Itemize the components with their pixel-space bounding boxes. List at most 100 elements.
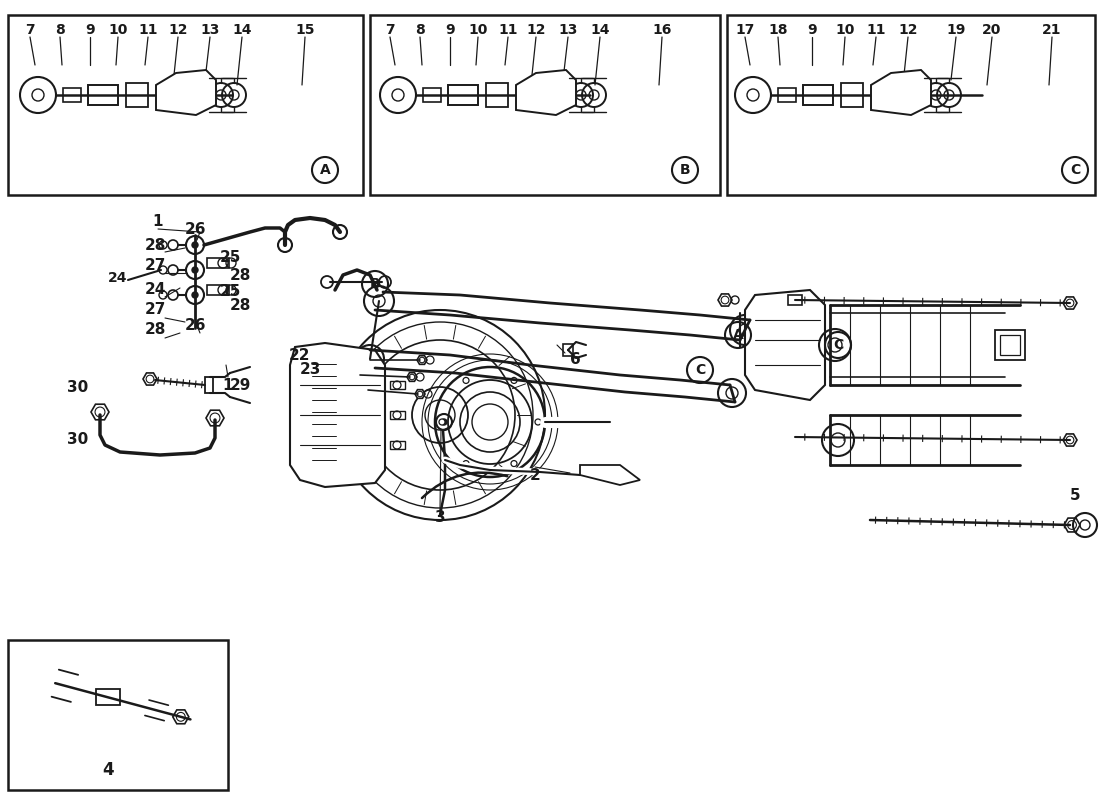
Text: 4: 4 [102,761,113,779]
Text: 9: 9 [446,23,454,37]
Polygon shape [156,70,216,115]
Text: 26: 26 [185,318,206,333]
Circle shape [160,266,167,274]
Text: 5: 5 [1069,487,1080,502]
Text: 9: 9 [807,23,817,37]
Text: 25: 25 [219,250,241,266]
Text: 30: 30 [67,433,89,447]
Circle shape [441,419,447,425]
Text: 23: 23 [299,362,321,378]
Text: 9: 9 [85,23,95,37]
Text: 14: 14 [591,23,609,37]
Circle shape [512,378,517,383]
Text: C: C [1070,163,1080,177]
Circle shape [278,238,292,252]
Text: 8: 8 [415,23,425,37]
Text: C: C [695,363,705,377]
Text: 26: 26 [185,222,206,238]
Polygon shape [718,294,732,306]
Text: 21: 21 [1043,23,1062,37]
Text: 19: 19 [946,23,966,37]
Text: 11: 11 [139,23,157,37]
Bar [842,83,864,107]
Text: 6: 6 [570,353,581,367]
Polygon shape [580,465,640,485]
Text: 24: 24 [144,282,166,298]
Bar [788,295,802,305]
Text: 28: 28 [144,238,166,253]
Circle shape [168,240,178,250]
Text: 15: 15 [295,23,315,37]
Text: 28: 28 [144,322,166,338]
Text: 16: 16 [652,23,672,37]
Text: 29: 29 [229,378,251,393]
Circle shape [535,419,541,425]
Bar [563,344,573,356]
Bar [390,381,405,389]
Bar [448,85,478,105]
Bar [1000,335,1020,355]
Bar [207,258,229,268]
Text: A: A [320,163,330,177]
Polygon shape [143,373,157,385]
Text: 12: 12 [899,23,917,37]
Text: 10: 10 [469,23,487,37]
Text: 1: 1 [153,214,163,230]
Bar [88,85,118,105]
Text: 27: 27 [144,302,166,318]
Text: 20: 20 [982,23,1002,37]
Polygon shape [516,70,576,115]
Text: 1: 1 [222,378,233,393]
Bar [424,88,441,102]
Polygon shape [745,290,825,400]
Text: 3: 3 [434,510,446,526]
Text: 7: 7 [25,23,35,37]
Text: 8: 8 [55,23,65,37]
Text: 11: 11 [498,23,518,37]
Circle shape [168,290,178,300]
Text: B: B [680,163,691,177]
Bar [390,441,405,449]
Text: 27: 27 [144,258,166,273]
Bar [370,15,720,195]
Text: 11: 11 [867,23,886,37]
Circle shape [463,461,469,466]
Circle shape [463,378,469,383]
Circle shape [160,241,167,249]
Text: 25: 25 [219,285,241,299]
Circle shape [333,225,346,239]
Bar [727,15,1094,195]
Circle shape [192,242,198,248]
Text: A: A [733,328,744,342]
Text: 14: 14 [232,23,252,37]
Polygon shape [1063,297,1077,309]
Bar [97,690,120,706]
Bar [390,411,405,419]
Polygon shape [206,410,224,426]
Bar [63,88,81,102]
Circle shape [512,461,517,466]
Text: 30: 30 [67,379,89,394]
Text: C: C [833,338,843,352]
Polygon shape [91,404,109,420]
Text: 12: 12 [526,23,546,37]
Text: 13: 13 [200,23,220,37]
Polygon shape [407,373,417,382]
Circle shape [439,419,446,425]
Bar [8,15,363,195]
Text: 28: 28 [229,269,251,283]
Polygon shape [290,343,385,487]
Text: 2: 2 [529,467,540,482]
Polygon shape [1063,434,1077,446]
Bar [996,330,1025,360]
Text: 22: 22 [289,347,310,362]
Bar [778,88,796,102]
Circle shape [160,291,167,299]
Bar [486,83,508,107]
Circle shape [168,265,178,275]
Polygon shape [1064,518,1080,532]
Bar [126,83,148,107]
Text: 7: 7 [385,23,395,37]
Text: B: B [370,277,381,291]
Text: 10: 10 [108,23,128,37]
